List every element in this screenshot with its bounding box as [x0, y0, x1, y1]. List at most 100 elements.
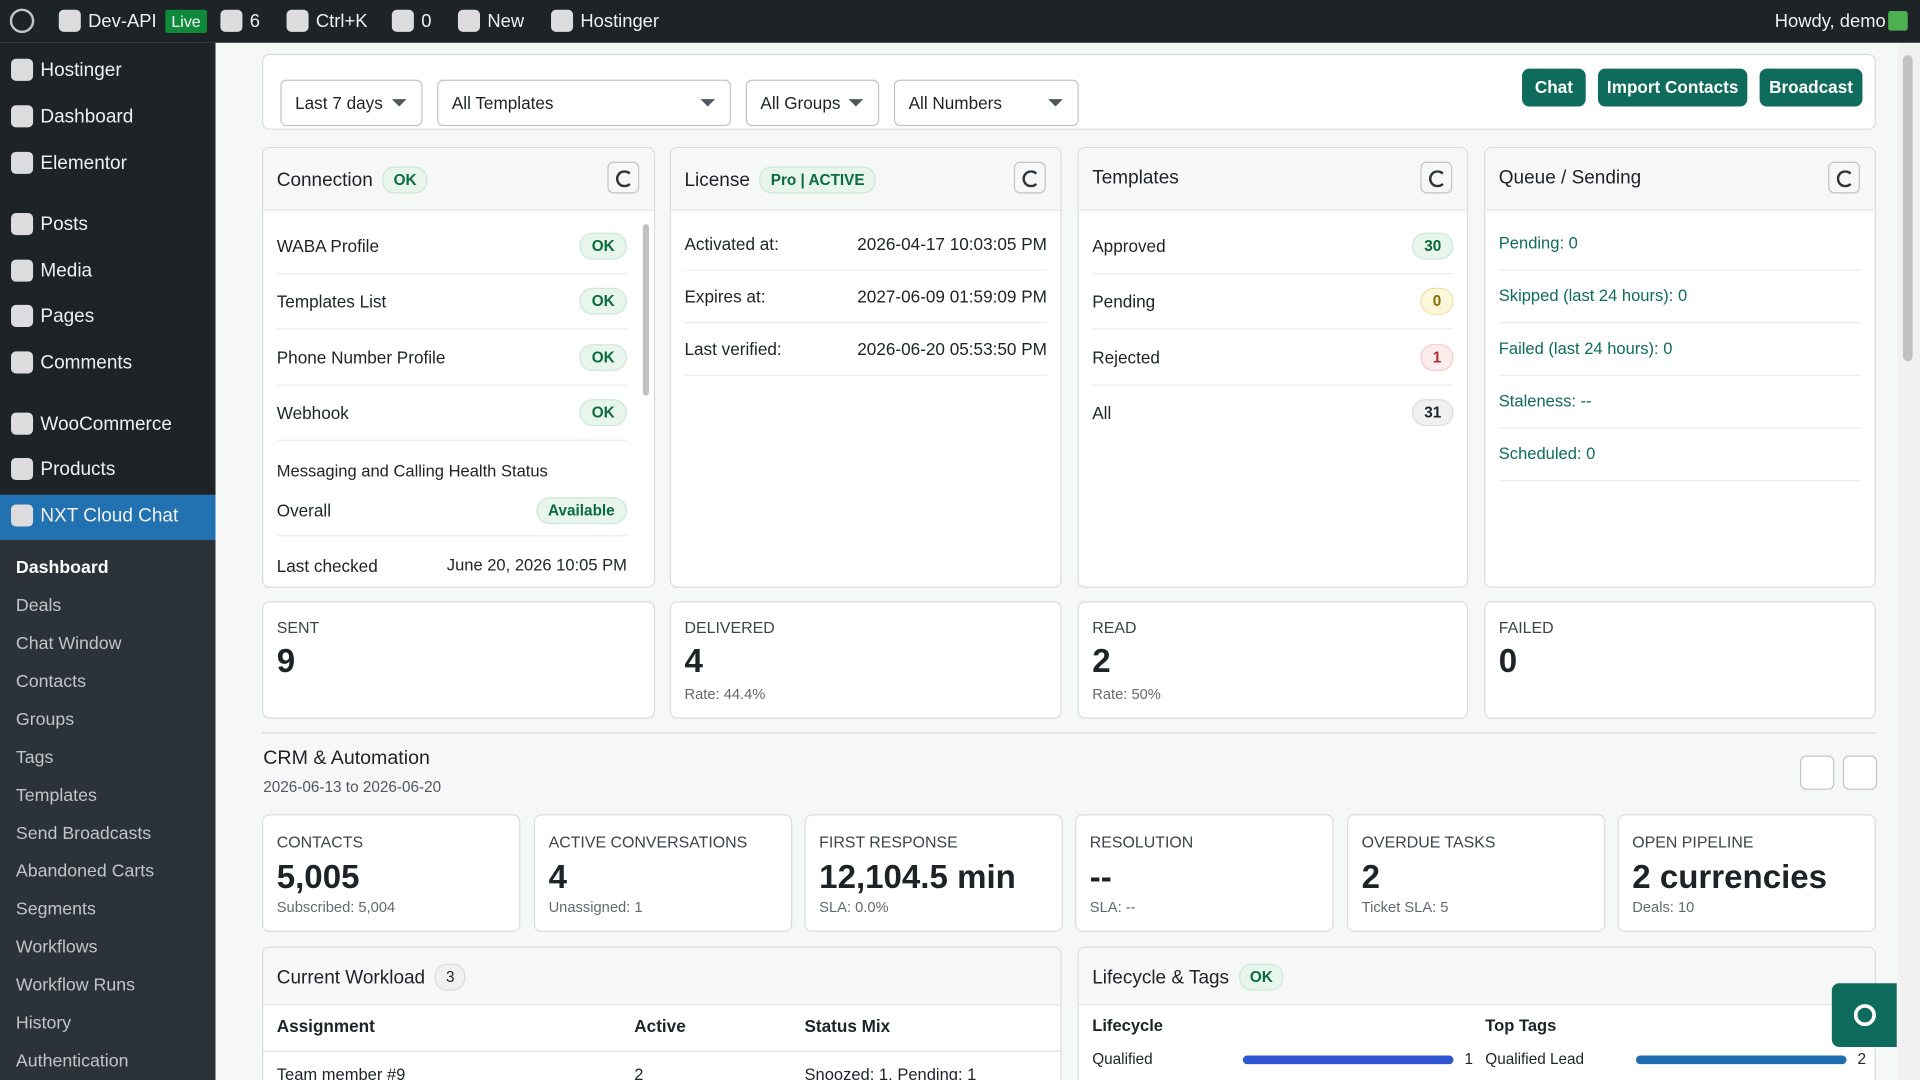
submenu-item[interactable]: Dashboard — [15, 558, 109, 578]
count-pill: 30 — [1411, 232, 1454, 260]
icon — [11, 259, 34, 282]
floating-help-button[interactable] — [1831, 983, 1897, 1047]
menu-item[interactable]: Comments — [11, 345, 132, 382]
admin-bar-new[interactable]: New — [457, 0, 524, 43]
menu-item[interactable]: Elementor — [11, 146, 127, 183]
filter-bar: Last 7 days All Templates All Groups All Nu… — [262, 53, 1876, 130]
stat-card: DELIVERED 4 Rate: 44.4% — [669, 601, 1062, 719]
connection-card: Connection OK WABA Profile OK Templates List… — [262, 146, 656, 588]
icon — [457, 9, 480, 32]
menu-item[interactable]: Products — [11, 452, 115, 489]
queue-row: Staleness: -- — [1498, 391, 1592, 411]
stat-card: SENT 9 — [262, 601, 656, 719]
howdy[interactable]: Howdy, demo — [1775, 0, 1886, 43]
admin-bar-hostinger[interactable]: Hostinger — [551, 0, 659, 43]
action-button[interactable]: Import Contacts — [1597, 68, 1748, 107]
icon — [551, 9, 574, 32]
admin-bar-site[interactable]: Dev-API — [58, 0, 157, 43]
submenu-item[interactable]: Abandoned Carts — [15, 862, 155, 882]
count-pill: 31 — [1411, 399, 1454, 427]
menu-item[interactable]: Pages — [11, 299, 94, 336]
card-header: License Pro | ACTIVE — [671, 148, 1061, 211]
submenu-item[interactable]: Chat Window — [15, 634, 122, 654]
filter-select[interactable]: All Templates — [437, 79, 732, 127]
card-title-text: Connection — [276, 170, 373, 192]
count-badge: 3 — [434, 963, 466, 991]
kpi-sub: Ticket SLA: 5 — [1361, 898, 1449, 916]
admin-bar-text: Dev-API — [88, 11, 157, 32]
admin-bar-comments[interactable]: 0 — [391, 0, 431, 43]
submenu-item[interactable]: Workflow Runs — [15, 975, 135, 996]
submenu-item[interactable]: History — [15, 1013, 72, 1034]
filter-select[interactable]: Last 7 days — [280, 79, 423, 127]
license-row: Expires at: 2027-06-09 01:59:09 PM — [684, 284, 1046, 308]
submenu-item[interactable]: Workflows — [15, 937, 98, 958]
card-title-text: Lifecycle & Tags — [1092, 967, 1230, 989]
row-label: Activated at: — [684, 233, 779, 254]
submenu-item[interactable]: Templates — [15, 786, 97, 806]
refresh-button[interactable] — [1420, 161, 1453, 194]
row-value: 2027-06-09 01:59:09 PM — [857, 286, 1047, 307]
kpi-sub: SLA: -- — [1089, 898, 1136, 916]
kpi-value: 2 — [1361, 858, 1381, 896]
kpi-card: OPEN PIPELINE 2 currencies Deals: 10 — [1617, 814, 1876, 932]
refresh-button[interactable] — [1842, 755, 1878, 790]
submenu-item[interactable]: Segments — [15, 900, 96, 920]
menu-item[interactable]: Dashboard — [11, 99, 133, 136]
wp-logo[interactable] — [9, 8, 35, 34]
bar — [1242, 1055, 1454, 1065]
menu-item[interactable]: Hostinger — [11, 53, 122, 90]
admin-bar-updates[interactable]: 6 — [220, 0, 260, 43]
howdy-text: Howdy, demo — [1774, 11, 1886, 32]
table-cell: 2 — [634, 1065, 644, 1080]
icon — [11, 213, 34, 236]
overall-row: Overall Available — [276, 497, 627, 525]
row-value: June 20, 2026 10:05 PM — [446, 555, 627, 575]
menu-label: WooCommerce — [40, 413, 172, 435]
submenu-item[interactable]: Send Broadcasts — [15, 824, 152, 844]
kpi-label: OVERDUE TASKS — [1361, 832, 1496, 852]
row-label: WABA Profile — [276, 236, 379, 256]
table-cell: Snoozed: 1, Pending: 1 — [804, 1065, 977, 1080]
menu-label: Hostinger — [40, 60, 122, 81]
table-cell: Team member #9 — [276, 1065, 406, 1080]
row-label: Overall — [276, 500, 332, 521]
template-row: Pending 0 — [1092, 287, 1454, 315]
filter-select[interactable]: All Numbers — [893, 79, 1079, 127]
filter-select[interactable]: All Groups — [745, 79, 880, 127]
admin-bar-search[interactable]: Ctrl+K — [286, 0, 367, 43]
active-menu-bg — [0, 494, 216, 540]
lifecycle-card: Lifecycle & Tags OK Lifecycle Qualified 1 Top… — [1077, 946, 1876, 1080]
menu-item[interactable]: WooCommerce — [11, 407, 172, 444]
action-button[interactable]: Chat — [1522, 68, 1586, 107]
stat-label: SENT — [276, 618, 320, 637]
license-card: License Pro | ACTIVE Activated at: 2026-04-… — [669, 146, 1062, 588]
action-button[interactable]: Broadcast — [1759, 68, 1863, 107]
stat-rate: Rate: 44.4% — [684, 685, 766, 703]
admin-bar: Dev-API 6 Ctrl+K 0 New Hostinger Live Howdy, de… — [0, 0, 1920, 43]
card-title-text: Templates — [1092, 167, 1179, 189]
stat-label: DELIVERED — [684, 618, 775, 637]
submenu-item[interactable]: Contacts — [15, 672, 87, 692]
submenu-item[interactable]: Groups — [15, 710, 75, 730]
menu-item[interactable]: NXT Cloud Chat — [11, 498, 178, 535]
icon — [391, 9, 414, 32]
menu-item[interactable]: Posts — [11, 207, 88, 244]
card-header: Queue / Sending — [1485, 148, 1875, 211]
menu-label: Media — [40, 260, 93, 282]
refresh-button[interactable] — [1828, 161, 1860, 194]
group-title: Top Tags — [1485, 1016, 1557, 1035]
menu-item[interactable]: Media — [11, 253, 92, 290]
submenu-item[interactable]: Deals — [15, 596, 62, 616]
row-value: 2026-04-17 10:03:05 PM — [857, 233, 1047, 254]
template-row: All 31 — [1092, 399, 1454, 427]
refresh-button[interactable] — [607, 161, 640, 194]
submenu-item[interactable]: Tags — [15, 748, 54, 768]
submenu-item[interactable]: Authentication — [15, 1051, 129, 1072]
submenu-bg — [0, 540, 216, 1080]
admin-bar-text: 6 — [249, 11, 261, 32]
refresh-button[interactable] — [1013, 161, 1046, 194]
card-header: Current Workload 3 — [263, 947, 1061, 1006]
download-button[interactable] — [1800, 755, 1835, 790]
